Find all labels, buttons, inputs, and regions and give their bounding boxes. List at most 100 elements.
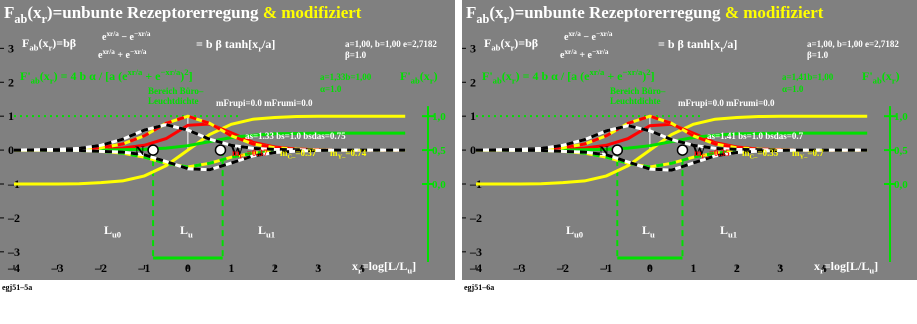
annotation: Fab(xr)=bβ [484, 36, 538, 53]
annotation: exr/a + e−xr/a [98, 48, 147, 61]
annotation-part: ) [180, 69, 184, 83]
annotation-part: m [330, 148, 338, 158]
annotation: = b β tanh[xr/a] [658, 37, 737, 54]
annotation-part: (x [489, 3, 504, 22]
annotation-part: m [742, 148, 750, 158]
annotation: a=1,33b=1,00 [320, 72, 372, 82]
annotation-part: )=unbunte Rezeptorerregung [509, 3, 725, 22]
annotation-part: u [407, 266, 412, 276]
series-dash [475, 124, 868, 152]
annotation: Lu0 [566, 223, 583, 240]
annotation: mF–=0.35 [694, 148, 730, 161]
annotation: a=1,00, b=1,00 e=2,7182 [345, 39, 437, 49]
y-tick-label: 2 [8, 75, 14, 89]
annotation-part: =0.37 [247, 148, 268, 158]
x-tick-label: –1 [599, 261, 612, 275]
annotation-part: (x [38, 36, 48, 50]
annotation: F'ab(xr) [862, 69, 900, 86]
annotation-part: L [104, 223, 112, 237]
annotation-part: =0.74 [345, 148, 366, 158]
annotation-part: r [820, 266, 824, 276]
annotation-part: r [503, 12, 509, 26]
annotation-part: & modifiziert [725, 3, 824, 22]
annotation-part: Leuchtdichte [610, 96, 661, 106]
annotation-part: Bereich Büro– [148, 86, 204, 96]
annotation-part: β=1.0 [345, 50, 367, 60]
x-tick-label: 1 [228, 261, 234, 275]
annotation-part: r [41, 12, 47, 26]
annotation-part: + e [577, 50, 593, 61]
annotation-part: )=bβ [514, 36, 538, 50]
annotation-part: ) [642, 69, 646, 83]
annotation: egj51–6a [464, 283, 494, 292]
annotation: α=1.0 [320, 84, 342, 94]
annotation: Lu [642, 223, 655, 240]
annotation-part: u1 [728, 230, 737, 240]
y-tick-label: 1 [470, 109, 476, 123]
annotation-part: Y– [338, 154, 347, 161]
annotation-part: r [892, 76, 896, 86]
annotation-part: F [22, 36, 29, 50]
y2-tick-label: 0,0 [432, 179, 446, 191]
annotation: mF–=0.37 [232, 148, 268, 161]
annotation-part: ) = 4 b α / [a (e [54, 69, 129, 83]
annotation-part: = b β tanh[x [658, 37, 720, 51]
annotation-part: L [180, 223, 188, 237]
annotation-part: (x [500, 36, 510, 50]
annotation-part: L [720, 223, 728, 237]
annotation-part: e [102, 32, 107, 43]
annotation-part: xr/a [102, 48, 115, 56]
annotation-part: ] [651, 69, 655, 83]
annotation: as=1.33 bs=1.0 bsdas=0.75 [245, 131, 346, 141]
annotation-part: & modifiziert [263, 3, 362, 22]
annotation-part: −xr/a [130, 48, 147, 56]
annotation-part: =0.7 [807, 148, 824, 158]
annotation-part: 2 [184, 67, 188, 77]
annotation-part: F' [20, 69, 31, 83]
annotation-part: e [98, 50, 103, 61]
annotation-part: ab [493, 76, 502, 86]
series-dash [476, 148, 868, 172]
panel-background [0, 0, 455, 280]
annotation-part: (x [27, 3, 42, 22]
annotation-part: a=1,00, b=1,00 e=2,7182 [807, 39, 899, 49]
annotation-part: (x [420, 69, 430, 83]
annotation-part: L [566, 223, 574, 237]
annotation-part: mFrupi=0.0 mFrumi=0.0 [678, 98, 775, 108]
x-tick-label: 1 [690, 261, 696, 275]
annotation: = b β tanh[xr/a] [196, 37, 275, 54]
annotation-part: α=1.0 [320, 84, 342, 94]
annotation-part: u0 [112, 230, 121, 240]
annotation: Leuchtdichte [610, 96, 661, 106]
annotation: Bereich Büro– [610, 86, 666, 96]
annotation: mC–=0.37 [280, 148, 317, 161]
annotation: exr/a + e−xr/a [560, 48, 609, 61]
annotation-part: u [650, 230, 655, 240]
annotation-part: F' [482, 69, 493, 83]
annotation-part: 2 [646, 67, 650, 77]
annotation-part: mFrupi=0.0 mFrumi=0.0 [216, 98, 313, 108]
annotation: a=1,00, b=1,00 e=2,7182 [807, 39, 899, 49]
annotation-part: a=1,33b=1,00 [320, 72, 372, 82]
annotation-part: ab [873, 76, 882, 86]
annotation: exr/a − e−xr/a [102, 30, 151, 43]
annotation-part: −xr/a [134, 30, 151, 38]
y-tick-label: 2 [470, 75, 476, 89]
annotation-part: ab [411, 76, 420, 86]
point-label: W [692, 143, 705, 158]
annotation-part: + e [604, 69, 623, 83]
annotation: mFrupi=0.0 mFrumi=0.0 [216, 98, 313, 108]
annotation-part: u [188, 230, 193, 240]
annotation-part: F– [240, 154, 248, 161]
annotation-part: Bereich Büro– [610, 86, 666, 96]
annotation-part: Leuchtdichte [148, 96, 199, 106]
annotation-part: x [352, 259, 358, 273]
annotation-part: u1 [266, 230, 275, 240]
annotation-part: ) = 4 b α / [a (e [516, 69, 591, 83]
annotation-part: F [484, 36, 491, 50]
annotation-part: /a] [723, 37, 737, 51]
annotation-part: )=bβ [52, 36, 76, 50]
annotation: mY–=0.74 [330, 148, 367, 161]
annotation-part: xr/a [568, 30, 581, 38]
